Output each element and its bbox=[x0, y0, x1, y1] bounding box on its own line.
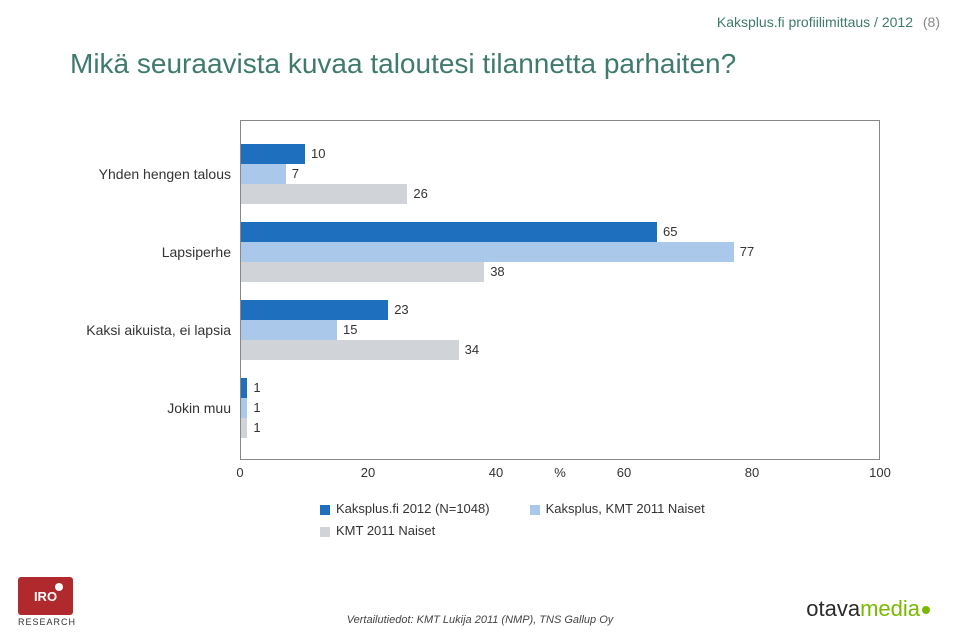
bar-value: 77 bbox=[740, 242, 754, 262]
bar bbox=[241, 184, 407, 204]
logo-media-text: media bbox=[860, 596, 920, 621]
bar-value: 1 bbox=[253, 378, 260, 398]
bar bbox=[241, 164, 286, 184]
bar-value: 10 bbox=[311, 144, 325, 164]
page-title: Mikä seuraavista kuvaa taloutesi tilanne… bbox=[70, 48, 736, 80]
bar-value: 1 bbox=[253, 418, 260, 438]
legend-item: Kaksplus, KMT 2011 Naiset bbox=[530, 501, 705, 516]
bar bbox=[241, 262, 484, 282]
logo-iro-eye-icon bbox=[55, 583, 63, 591]
logo-dot-icon bbox=[922, 606, 930, 614]
bar-value: 38 bbox=[490, 262, 504, 282]
plot-area: Yhden hengen talous10726Lapsiperhe657738… bbox=[240, 120, 880, 460]
legend-item: Kaksplus.fi 2012 (N=1048) bbox=[320, 501, 490, 516]
category-label: Yhden hengen talous bbox=[31, 166, 231, 182]
x-tick: 60 bbox=[617, 465, 631, 480]
header-source: Kaksplus.fi profiilimittaus / 2012 (8) bbox=[717, 14, 940, 30]
legend-item: KMT 2011 Naiset bbox=[320, 523, 435, 538]
logo-iro: IRO RESEARCH bbox=[18, 577, 98, 632]
x-tick: 80 bbox=[745, 465, 759, 480]
bar-value: 15 bbox=[343, 320, 357, 340]
bar bbox=[241, 418, 247, 438]
bar-value: 26 bbox=[413, 184, 427, 204]
logo-iro-box: IRO bbox=[18, 577, 73, 615]
bar-value: 65 bbox=[663, 222, 677, 242]
bar-value: 1 bbox=[253, 398, 260, 418]
header-source-label: Kaksplus.fi profiilimittaus / 2012 bbox=[717, 14, 913, 30]
bar bbox=[241, 144, 305, 164]
bar bbox=[241, 398, 247, 418]
x-tick: 20 bbox=[361, 465, 375, 480]
bar bbox=[241, 300, 388, 320]
chart: Yhden hengen talous10726Lapsiperhe657738… bbox=[40, 120, 920, 540]
footer-note: Vertailutiedot: KMT Lukija 2011 (NMP), T… bbox=[347, 614, 614, 626]
bar bbox=[241, 320, 337, 340]
legend: Kaksplus.fi 2012 (N=1048) Kaksplus, KMT 2… bbox=[320, 500, 920, 540]
logo-iro-text: IRO bbox=[34, 589, 57, 604]
category-label: Lapsiperhe bbox=[31, 244, 231, 260]
logo-otava-text: otava bbox=[806, 596, 860, 621]
bar bbox=[241, 222, 657, 242]
category-label: Jokin muu bbox=[31, 400, 231, 416]
x-axis: 020406080100% bbox=[240, 465, 880, 485]
x-tick: 0 bbox=[236, 465, 243, 480]
bar-value: 34 bbox=[465, 340, 479, 360]
legend-swatch bbox=[320, 505, 330, 515]
x-tick: 40 bbox=[489, 465, 503, 480]
bar-value: 7 bbox=[292, 164, 299, 184]
bar bbox=[241, 340, 459, 360]
legend-label: Kaksplus.fi 2012 (N=1048) bbox=[336, 501, 490, 516]
legend-swatch bbox=[530, 505, 540, 515]
bar-value: 23 bbox=[394, 300, 408, 320]
bar bbox=[241, 378, 247, 398]
legend-swatch bbox=[320, 527, 330, 537]
logo-iro-sub: RESEARCH bbox=[18, 617, 98, 627]
legend-label: Kaksplus, KMT 2011 Naiset bbox=[546, 501, 705, 516]
category-label: Kaksi aikuista, ei lapsia bbox=[31, 322, 231, 338]
page-number: (8) bbox=[923, 14, 940, 30]
bar bbox=[241, 242, 734, 262]
legend-label: KMT 2011 Naiset bbox=[336, 523, 435, 538]
x-axis-percent-label: % bbox=[554, 465, 566, 480]
logo-otavamedia: otavamedia bbox=[806, 596, 930, 622]
x-tick: 100 bbox=[869, 465, 891, 480]
